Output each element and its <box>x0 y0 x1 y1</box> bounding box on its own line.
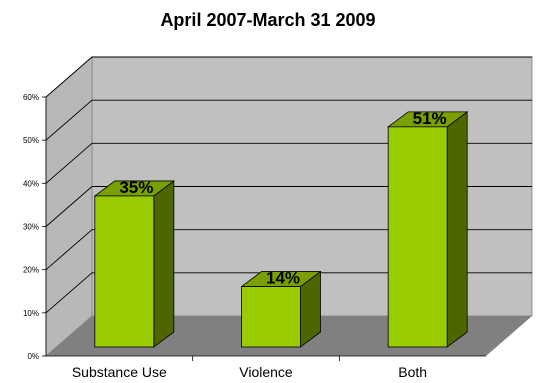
chart-grid-layer <box>42 56 532 361</box>
bar <box>387 126 448 348</box>
bar-side-face <box>153 180 175 348</box>
chart-text-layer: 0% 10% 20% 30% 40% 50% 60% 35% Substance Use 14% V… <box>23 93 447 380</box>
bar <box>94 195 155 348</box>
data-label: 14% <box>266 269 300 288</box>
y-tick-label: 20% <box>23 266 39 275</box>
y-tick-label: 0% <box>27 352 39 361</box>
x-tick-label: Substance Use <box>72 364 167 380</box>
gridline <box>45 272 532 314</box>
y-tick-label: 30% <box>23 223 39 232</box>
bar <box>241 286 301 348</box>
gridline <box>45 186 532 227</box>
gridline <box>45 142 532 184</box>
x-tick-label: Both <box>398 364 427 380</box>
y-tick-label: 50% <box>23 136 39 145</box>
y-tick-label: 40% <box>23 179 39 188</box>
chart-title: April 2007-March 31 2009 <box>160 10 375 30</box>
gridline <box>45 229 532 271</box>
chart-bars-layer <box>93 111 469 348</box>
data-label: 51% <box>413 109 447 128</box>
y-tick-label: 10% <box>23 309 39 318</box>
bar-side-face <box>446 111 468 348</box>
y-tick-label: 60% <box>23 93 39 102</box>
gridline <box>45 56 532 98</box>
x-tick-label: Violence <box>239 364 293 380</box>
gridline <box>45 99 532 141</box>
data-label: 35% <box>119 178 153 197</box>
